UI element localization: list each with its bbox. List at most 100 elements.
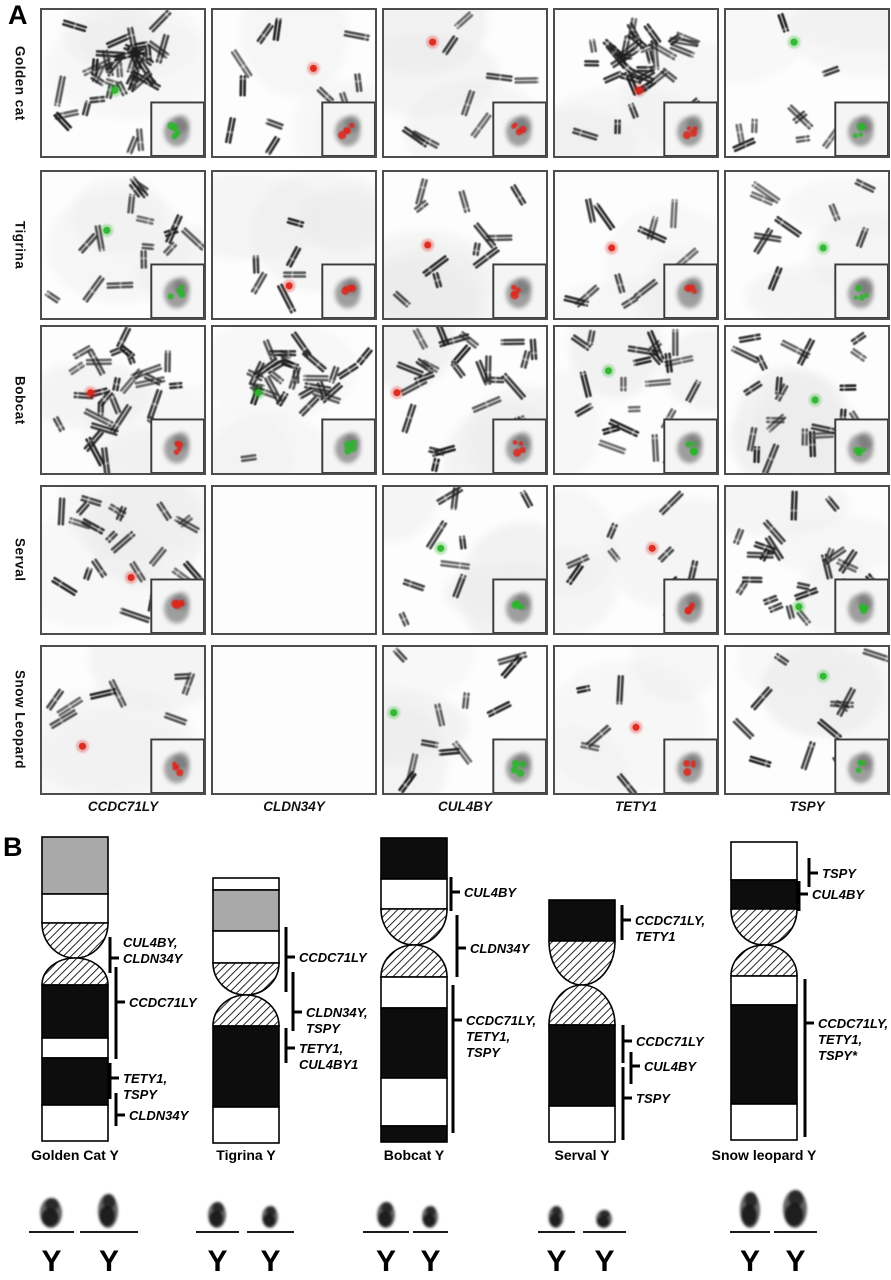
- ideogram-name: Golden Cat Y: [31, 1147, 119, 1163]
- fish-image-bobcat-ccdc71ly: [40, 325, 206, 475]
- row-label-serval: Serval: [12, 538, 28, 582]
- column-label-tspy: TSPY: [789, 799, 825, 814]
- inset-zoom-box: [834, 738, 888, 793]
- gene-annotation: TSPY: [123, 1087, 158, 1102]
- fish-signal-green: [790, 38, 798, 46]
- fish-signal-red: [648, 544, 656, 552]
- gene-annotation: CLDN34Y: [123, 951, 184, 966]
- gene-annotation: TSPY: [822, 866, 857, 881]
- fish-signal-red: [285, 282, 293, 290]
- column-label-cul4by: CUL4BY: [437, 799, 492, 814]
- gene-annotation: TSPY: [306, 1021, 341, 1036]
- fish-signal-red: [87, 389, 95, 397]
- fish-image-golden-cat-tspy: [724, 8, 890, 158]
- fish-image-snow-leopard-cul4by: [382, 645, 548, 795]
- ideogram-tigrina-y: Tigrina Y CCDC71LY CLDN34Y,TSPY TETY1,CUL4B…: [212, 877, 368, 1163]
- fish-image-tigrina-tspy: [724, 170, 890, 320]
- inset-zoom-box: [492, 263, 546, 318]
- column-label-ccdc71ly: CCDC71LY: [87, 799, 159, 814]
- fish-image-serval-tspy: [724, 485, 890, 635]
- inset-zoom-box: [834, 578, 888, 633]
- fish-image-serval-cldn34y: [211, 485, 377, 635]
- gene-annotation: CCDC71LY: [299, 950, 368, 965]
- fish-signal-green: [103, 226, 111, 234]
- gene-annotation: CCDC71LY: [636, 1034, 705, 1049]
- gene-annotation: TETY1,: [818, 1032, 862, 1047]
- karyotype-y-label: Y: [420, 1245, 440, 1278]
- gene-annotation: CUL4BY: [644, 1059, 697, 1074]
- karyotype-y-label: Y: [41, 1245, 61, 1278]
- inset-zoom-box: [663, 418, 717, 473]
- inset-zoom-box: [834, 418, 888, 473]
- fish-signal-red: [635, 86, 643, 94]
- fish-signal-red: [78, 742, 87, 750]
- fish-image-serval-cul4by: [382, 485, 548, 635]
- fish-image-snow-leopard-cldn34y: [211, 645, 377, 795]
- gene-annotation: TSPY: [636, 1091, 671, 1106]
- gene-annotation: CLDN34Y: [129, 1108, 190, 1123]
- fish-image-golden-cat-ccdc71ly: [40, 8, 206, 158]
- fish-signal-green: [390, 709, 398, 717]
- fish-signal-green: [604, 367, 612, 375]
- inset-zoom-box: [663, 738, 717, 793]
- inset-zoom-box: [321, 418, 375, 473]
- inset-zoom-box: [321, 263, 375, 318]
- fish-image-serval-ccdc71ly: [40, 485, 206, 635]
- fish-signal-green: [811, 396, 819, 404]
- gene-annotation: CLDN34Y: [470, 941, 531, 956]
- inset-zoom-box: [492, 738, 546, 793]
- fish-signal-green: [254, 389, 262, 397]
- fish-image-tigrina-tety1: [553, 170, 719, 320]
- gene-annotation: TETY1,: [299, 1041, 343, 1056]
- karyotype-y-label: Y: [785, 1245, 805, 1278]
- ideogram-bobcat-y: Bobcat Y CUL4BY CLDN34Y CCDC71LY,TETY1,TSPY: [380, 837, 536, 1163]
- gene-annotation: CUL4BY: [812, 887, 865, 902]
- row-label-bobcat: Bobcat: [12, 375, 28, 425]
- column-label-cldn34y: CLDN34Y: [263, 799, 325, 814]
- ideogram-panel: Golden Cat YCUL4BY,CLDN34YCCDC71LYTETY1,…: [29, 836, 888, 1278]
- inset-zoom-box: [321, 101, 375, 156]
- gene-annotation: TETY1: [635, 929, 675, 944]
- inset-zoom-box: [492, 101, 546, 156]
- inset-zoom-box: [492, 578, 546, 633]
- ideogram-name: Snow leopard Y: [712, 1147, 817, 1163]
- gene-annotation: CCDC71LY,: [818, 1016, 888, 1031]
- fish-image-bobcat-tspy: [724, 325, 890, 475]
- ideogram-serval-y: Serval Y CCDC71LY,TETY1 CCDC71LY CUL4BY TSPY: [548, 899, 705, 1163]
- fish-image-snow-leopard-tety1: [553, 645, 719, 795]
- fish-image-tigrina-cul4by: [382, 170, 548, 320]
- fish-image-bobcat-cul4by: [382, 325, 548, 475]
- gene-annotation: CUL4BY: [464, 885, 517, 900]
- gene-annotation: TETY1,: [123, 1071, 167, 1086]
- inset-zoom-box: [834, 101, 888, 156]
- gene-annotation: CUL4BY1: [299, 1057, 358, 1072]
- karyotype-y-label: Y: [207, 1245, 227, 1278]
- gene-annotation: CUL4BY,: [123, 935, 177, 950]
- fish-image-serval-tety1: [553, 485, 719, 635]
- inset-zoom-box: [150, 738, 204, 793]
- inset-zoom-box: [663, 578, 717, 633]
- fish-signal-red: [127, 574, 135, 582]
- fish-signal-red: [393, 389, 401, 397]
- ideogram-golden-cat-y: Golden Cat YCUL4BY,CLDN34YCCDC71LYTETY1,…: [31, 836, 198, 1163]
- karyotype-y-label: Y: [376, 1245, 396, 1278]
- fish-image-golden-cat-tety1: [553, 8, 719, 158]
- fish-signal-red: [608, 244, 616, 252]
- karyotype-y-label: Y: [594, 1245, 614, 1278]
- gene-annotation: TETY1,: [466, 1029, 510, 1044]
- fish-image-tigrina-cldn34y: [211, 170, 377, 320]
- fish-signal-red: [424, 241, 432, 249]
- inset-zoom-box: [834, 263, 888, 318]
- karyotype-y-label: Y: [546, 1245, 566, 1278]
- inset-zoom-box: [150, 418, 204, 473]
- row-label-snow-leopard: Snow Leopard: [12, 670, 28, 770]
- gene-annotation: TSPY*: [818, 1048, 858, 1063]
- row-label-golden-cat: Golden cat: [12, 45, 28, 121]
- fish-signal-green: [819, 672, 827, 680]
- fish-image-snow-leopard-ccdc71ly: [40, 645, 206, 795]
